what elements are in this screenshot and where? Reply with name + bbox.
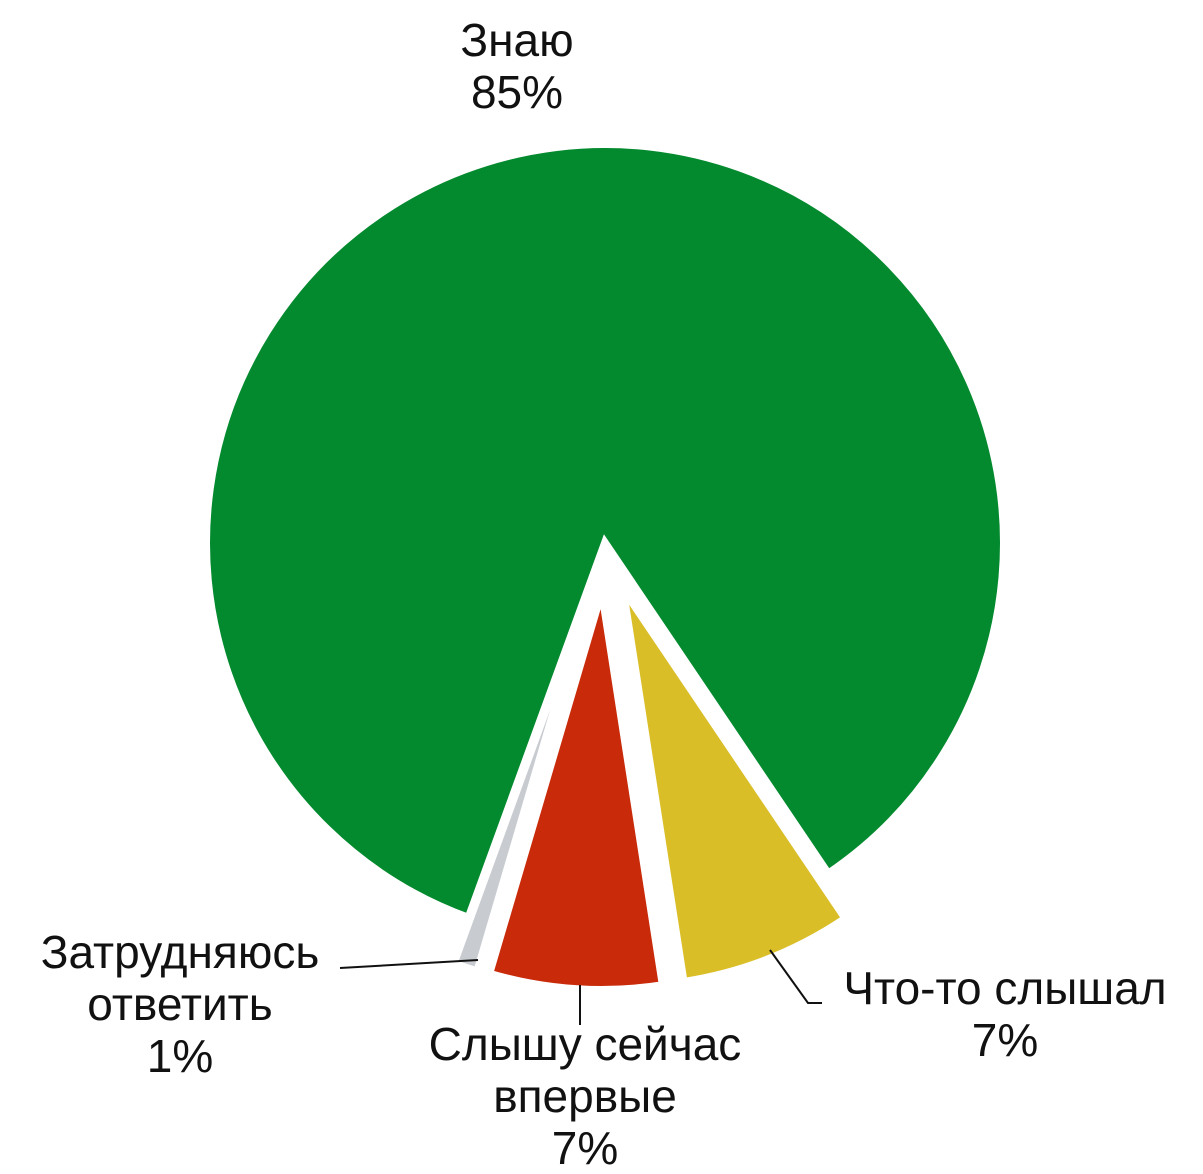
pie xyxy=(202,140,1008,994)
pie-slice xyxy=(618,585,852,987)
slice-label: Затрудняюсь ответить xyxy=(40,926,320,1030)
slice-value: 7% xyxy=(551,1122,619,1174)
slice-value: 1% xyxy=(146,1030,214,1082)
slice-label: Слышу сейчас впервые xyxy=(428,1018,742,1122)
slice-value: 7% xyxy=(971,1014,1039,1066)
slice-value: 85% xyxy=(470,66,564,118)
slice-label: Что-то слышал xyxy=(843,962,1167,1014)
leader-line xyxy=(769,949,822,1004)
pie-slice xyxy=(202,140,1008,924)
leader-line xyxy=(339,959,479,969)
pie-slice xyxy=(484,589,668,994)
pie-slice xyxy=(448,587,594,977)
slice-label: Знаю xyxy=(460,14,574,66)
